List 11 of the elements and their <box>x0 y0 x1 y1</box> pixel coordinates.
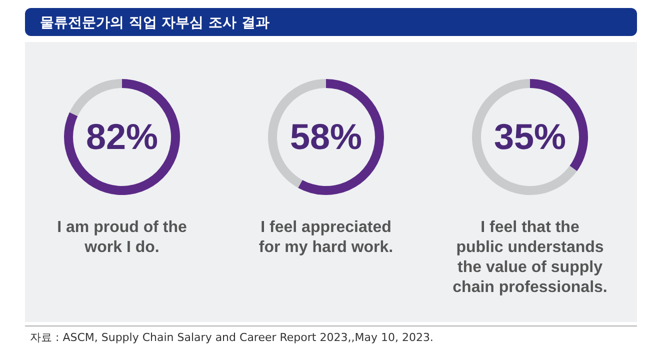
text: I feel appreciated for my hard work. <box>258 219 394 256</box>
donut-slice <box>64 79 180 195</box>
donut-slice <box>472 79 577 195</box>
data-label: 58% <box>290 116 362 157</box>
donut-slice <box>70 79 122 116</box>
data-label: 82% <box>86 116 158 157</box>
text: I am proud of the work I do. <box>57 219 187 256</box>
data-label: 35% <box>494 116 566 157</box>
text: I feel that the public understands the value of supply chain professionals. <box>452 219 608 296</box>
text: 자료 : ASCM, Supply Chain Salary and Career Report 2023,,May 10, 2023. <box>30 331 434 344</box>
text: 물류전문가의 직업 자부심 조사 결과 <box>40 15 270 31</box>
